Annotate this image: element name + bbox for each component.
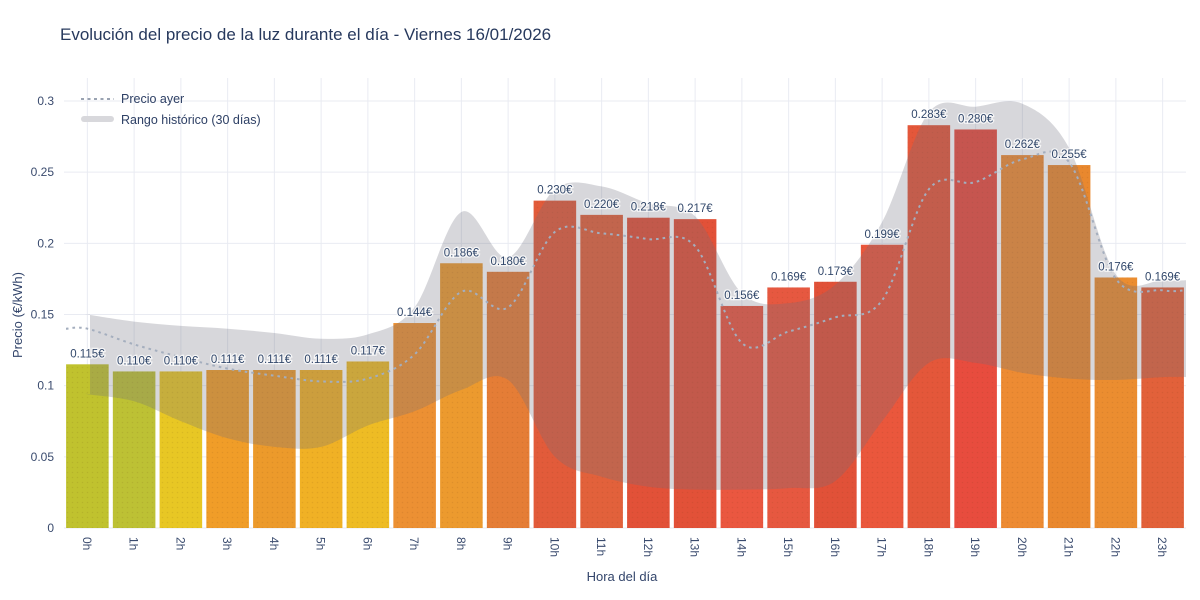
band-swatch-icon <box>81 116 114 122</box>
x-tick-20h: 20h <box>1015 537 1029 557</box>
x-tick-19h: 19h <box>968 537 982 557</box>
x-tick-4h: 4h <box>267 537 281 550</box>
x-tick-16h: 16h <box>828 537 842 557</box>
chart-title: Evolución del precio de la luz durante e… <box>60 25 551 44</box>
bar-value-label: 0.156€ <box>724 290 760 302</box>
y-tick-0.15: 0.15 <box>31 308 55 322</box>
historical-range-band <box>84 101 1186 490</box>
y-tick-0: 0 <box>47 521 54 535</box>
bar-texture <box>627 217 670 529</box>
bar-texture <box>1141 287 1184 528</box>
bar-texture <box>720 305 764 528</box>
y-tick-0.2: 0.2 <box>37 236 54 250</box>
x-tick-0h: 0h <box>80 537 94 550</box>
bar-value-label: 0.111€ <box>304 354 338 366</box>
bar-value-label: 0.176€ <box>1098 261 1134 273</box>
x-tick-6h: 6h <box>360 537 374 550</box>
bar-texture <box>299 370 343 528</box>
x-tick-17h: 17h <box>875 537 889 557</box>
legend: Precio ayer Rango histórico (30 días) <box>81 92 261 127</box>
bar-texture <box>112 371 156 528</box>
bar-texture <box>907 125 951 529</box>
bar-texture <box>1047 165 1091 529</box>
x-tick-5h: 5h <box>314 537 328 550</box>
bar-value-label: 0.283€ <box>911 109 947 121</box>
x-tick-23h: 23h <box>1155 537 1169 557</box>
x-tick-11h: 11h <box>594 537 608 556</box>
bar-texture <box>1094 277 1138 528</box>
bar-texture <box>1001 155 1044 528</box>
bar-value-label: 0.220€ <box>584 199 620 211</box>
bar-texture <box>580 214 623 528</box>
x-tick-14h: 14h <box>734 537 748 557</box>
y-tick-0.3: 0.3 <box>37 94 54 108</box>
y-tick-0.1: 0.1 <box>37 379 54 393</box>
bar-value-label: 0.173€ <box>818 266 854 278</box>
x-tick-7h: 7h <box>407 537 421 550</box>
legend-label: Precio ayer <box>121 92 184 106</box>
x-tick-9h: 9h <box>501 537 515 550</box>
bar-value-label: 0.262€ <box>1005 139 1041 151</box>
bar-value-label: 0.230€ <box>537 185 573 197</box>
x-tick-3h: 3h <box>220 537 234 550</box>
bar-value-label: 0.144€ <box>397 307 433 319</box>
bar-texture <box>159 371 203 528</box>
y-tick-0.25: 0.25 <box>31 165 55 179</box>
bar-texture <box>860 244 904 529</box>
bar-texture <box>440 263 483 528</box>
bar-texture <box>486 271 530 528</box>
x-tick-21h: 21h <box>1062 537 1076 557</box>
yesterday-price-line <box>65 150 1187 383</box>
x-tick-15h: 15h <box>781 537 795 557</box>
bar-value-label: 0.115€ <box>70 348 105 360</box>
bar-value-label: 0.110€ <box>164 355 199 367</box>
bar-texture <box>393 323 436 528</box>
x-tick-12h: 12h <box>641 537 655 557</box>
bar-value-label: 0.180€ <box>491 256 527 268</box>
bar-value-label: 0.169€ <box>1145 271 1181 283</box>
bar-value-label: 0.186€ <box>444 247 480 259</box>
y-tick-0.05: 0.05 <box>31 450 55 464</box>
bar-texture <box>253 370 296 528</box>
x-tick-1h: 1h <box>127 537 141 550</box>
bar-texture <box>206 370 249 528</box>
bar-texture <box>814 281 857 528</box>
bar-texture <box>954 129 997 528</box>
bar-value-label: 0.111€ <box>211 354 245 366</box>
x-tick-2h: 2h <box>173 537 187 550</box>
bar-value-label: 0.117€ <box>351 345 386 357</box>
plot-area: 0.115€0.110€ 0.110€ 0.111€ 0.111€ 0.111€0.11… <box>31 78 1187 557</box>
bar-texture <box>66 364 109 528</box>
bar-texture <box>767 287 810 528</box>
x-tick-18h: 18h <box>921 537 935 557</box>
y-axis-title: Precio (€/kWh) <box>10 272 25 358</box>
legend-item-rango-historico[interactable]: Rango histórico (30 días) <box>81 113 261 127</box>
bar-value-label: 0.218€ <box>631 202 667 214</box>
bar-value-label: 0.255€ <box>1052 149 1088 161</box>
x-tick-13h: 13h <box>688 537 702 557</box>
bar-value-label: 0.110€ <box>117 355 152 367</box>
x-tick-8h: 8h <box>454 537 468 550</box>
bar-texture <box>533 200 577 528</box>
bar-texture <box>346 361 390 528</box>
bar-value-label: 0.111€ <box>258 354 292 366</box>
bar-value-label: 0.217€ <box>678 203 714 215</box>
bar-value-label: 0.280€ <box>958 113 994 125</box>
x-axis-title: Hora del día <box>587 569 659 584</box>
bar-value-label: 0.169€ <box>771 271 807 283</box>
x-tick-22h: 22h <box>1108 537 1122 557</box>
bar-texture <box>673 219 717 529</box>
x-tick-10h: 10h <box>547 537 561 557</box>
legend-label: Rango histórico (30 días) <box>121 113 261 127</box>
bar-value-label: 0.199€ <box>865 229 901 241</box>
legend-item-precio-ayer[interactable]: Precio ayer <box>81 92 184 106</box>
